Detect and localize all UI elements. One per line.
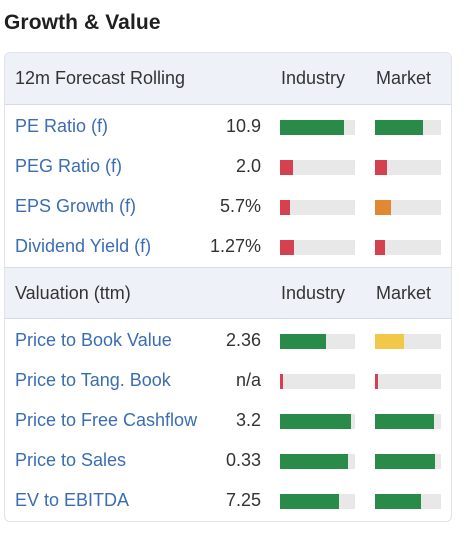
metric-value: 10.9 [225,116,261,136]
market-bar-fill [375,454,436,469]
market-bar [375,334,441,349]
industry-bar-fill [280,494,339,509]
widget-title: Growth & Value [4,11,161,34]
market-bar [375,374,441,389]
metric-row: PEG Ratio (f) 2.0 [5,147,451,187]
industry-column-header: Industry [281,283,346,303]
section-header-valuation: Valuation (ttm) Industry Market [5,267,451,319]
industry-bar [280,494,355,509]
metric-link[interactable]: Dividend Yield (f) [15,236,152,256]
growth-value-card: 12m Forecast Rolling Industry Market PE … [4,52,452,522]
metric-row: Price to Book Value 2.36 [5,321,451,361]
industry-bar-fill [280,414,352,429]
metric-value: 2.36 [225,330,261,350]
industry-bar [280,414,355,429]
market-column-header: Market [376,283,432,303]
industry-bar-fill [280,374,283,389]
industry-bar [280,200,355,215]
metric-value: 1.27% [209,236,261,256]
metric-link[interactable]: Price to Tang. Book [15,370,171,390]
market-bar [375,200,441,215]
market-bar [375,454,441,469]
industry-bar-fill [280,334,326,349]
market-bar-fill [375,200,391,215]
market-bar [375,494,441,509]
metric-link[interactable]: Price to Book Value [15,330,172,350]
metric-row: PE Ratio (f) 10.9 [5,107,451,147]
market-bar-fill [375,494,422,509]
metric-value: n/a [235,370,261,390]
metric-link[interactable]: Price to Sales [15,450,127,470]
metric-value: 5.7% [219,196,261,216]
metric-link[interactable]: Price to Free Cashflow [15,410,198,430]
metric-value: 0.33 [225,450,261,470]
industry-bar [280,120,355,135]
metric-row: Dividend Yield (f) 1.27% [5,227,451,267]
market-bar-fill [375,160,387,175]
section-header-forecast: 12m Forecast Rolling Industry Market [5,53,451,105]
market-column-header: Market [376,68,432,88]
metric-row: EV to EBITDA 7.25 [5,481,451,521]
metric-row: Price to Free Cashflow 3.2 [5,401,451,441]
industry-bar-fill [280,160,293,175]
industry-bar [280,240,355,255]
market-bar-fill [375,120,423,135]
metric-value: 2.0 [235,156,261,176]
industry-bar-fill [280,200,290,215]
market-bar-fill [375,334,405,349]
metric-link[interactable]: EPS Growth (f) [15,196,137,216]
market-bar-fill [375,414,435,429]
metric-row: Price to Tang. Book n/a [5,361,451,401]
market-bar-fill [375,240,385,255]
market-bar [375,414,441,429]
market-bar-fill [375,374,378,389]
industry-bar-fill [280,120,344,135]
industry-bar [280,454,355,469]
industry-bar [280,160,355,175]
metric-value: 3.2 [235,410,261,430]
metric-value: 7.25 [225,490,261,510]
metric-row: Price to Sales 0.33 [5,441,451,481]
metric-link[interactable]: PE Ratio (f) [15,116,109,136]
industry-bar-fill [280,454,348,469]
industry-column-header: Industry [281,68,346,88]
industry-bar-fill [280,240,294,255]
metric-link[interactable]: PEG Ratio (f) [15,156,123,176]
industry-bar [280,334,355,349]
market-bar [375,240,441,255]
section-title: Valuation (ttm) [15,283,131,303]
industry-bar [280,374,355,389]
metric-link[interactable]: EV to EBITDA [15,490,130,510]
section-title: 12m Forecast Rolling [15,68,186,88]
market-bar [375,160,441,175]
metric-row: EPS Growth (f) 5.7% [5,187,451,227]
market-bar [375,120,441,135]
